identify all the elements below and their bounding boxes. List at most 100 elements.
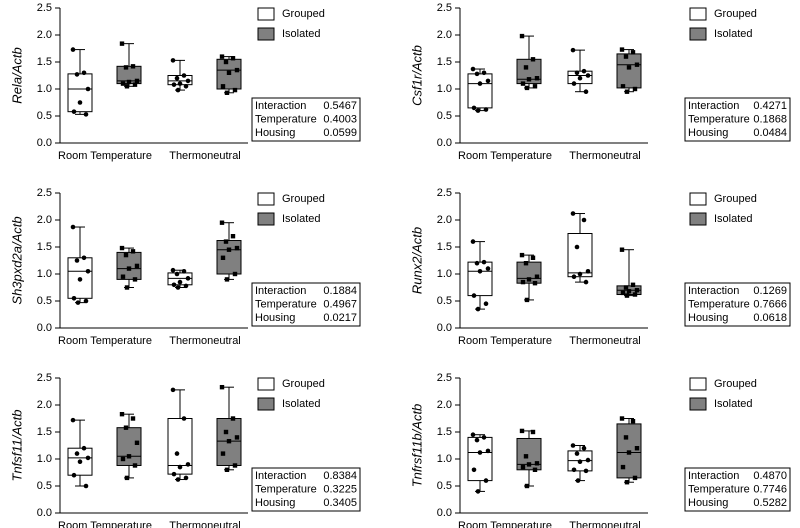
- point: [570, 211, 576, 216]
- stats-label: Interaction: [255, 100, 306, 112]
- stats-value: 0.4003: [323, 113, 357, 125]
- stats-value: 0.3405: [323, 497, 357, 509]
- point: [574, 451, 580, 456]
- point: [519, 252, 525, 258]
- point: [570, 47, 576, 53]
- y-tick-label: 1.5: [437, 241, 452, 253]
- point: [474, 437, 480, 443]
- point: [626, 65, 632, 70]
- legend-label: Grouped: [282, 8, 325, 20]
- y-tick-label: 0.0: [37, 322, 52, 334]
- point: [70, 47, 76, 52]
- point: [524, 297, 530, 303]
- point: [471, 105, 477, 111]
- point: [632, 475, 638, 481]
- point: [132, 82, 138, 87]
- point: [181, 416, 187, 421]
- point: [481, 70, 487, 76]
- point: [83, 483, 89, 489]
- point: [75, 300, 81, 305]
- y-tick-label: 1.0: [37, 83, 52, 95]
- point: [81, 445, 87, 451]
- legend-label: Isolated: [714, 213, 753, 225]
- point: [134, 440, 140, 445]
- stats-label: Interaction: [688, 470, 739, 482]
- box: [216, 240, 242, 275]
- point: [475, 306, 481, 312]
- point: [630, 419, 636, 424]
- stats-label: Interaction: [255, 470, 306, 482]
- point: [634, 288, 640, 293]
- point: [220, 451, 226, 456]
- legend-swatch: [257, 212, 275, 226]
- point: [126, 266, 132, 271]
- y-tick-label: 0.5: [437, 480, 452, 492]
- point: [124, 84, 130, 89]
- point: [470, 66, 476, 72]
- point: [634, 446, 640, 451]
- point: [230, 416, 236, 421]
- panel: 0.0 0.5 1.0 1.5 2.0 2.5 Tnfsf11/Actb Room Tempe…: [9, 372, 361, 528]
- point: [220, 84, 226, 89]
- stats-value: 0.0599: [323, 127, 357, 139]
- point: [530, 429, 536, 435]
- point: [85, 86, 91, 92]
- point: [619, 416, 625, 421]
- point: [626, 450, 632, 455]
- point: [470, 432, 476, 438]
- y-tick-label: 2.0: [37, 214, 52, 226]
- point: [175, 87, 181, 93]
- point: [632, 86, 638, 92]
- point: [623, 285, 629, 290]
- point: [70, 224, 76, 230]
- x-tick-label: Thermoneutral: [169, 335, 241, 347]
- box: [616, 53, 642, 89]
- y-tick-label: 0.5: [437, 295, 452, 307]
- point: [177, 464, 183, 470]
- legend-swatch: [689, 7, 707, 21]
- point: [171, 282, 177, 288]
- point: [583, 279, 589, 285]
- y-axis-label: Tnfsf11/Actb: [9, 409, 24, 481]
- legend-label: Grouped: [282, 193, 325, 205]
- stats-label: Temperature: [255, 298, 317, 310]
- point: [477, 269, 483, 274]
- point: [170, 58, 176, 63]
- legend-label: Grouped: [714, 193, 757, 205]
- point: [523, 65, 529, 70]
- point: [570, 443, 576, 448]
- point: [130, 64, 136, 69]
- stats-box: [684, 282, 791, 327]
- point: [223, 239, 229, 244]
- y-tick-label: 1.5: [437, 56, 452, 68]
- point: [223, 429, 229, 435]
- legend-label: Grouped: [282, 378, 325, 390]
- point: [70, 417, 76, 423]
- point: [520, 81, 526, 86]
- stats-value: 0.1868: [753, 113, 787, 125]
- point: [571, 81, 577, 86]
- point: [619, 47, 625, 52]
- x-tick-label: Room Temperature: [58, 520, 152, 528]
- y-tick-label: 2.5: [437, 2, 452, 14]
- point: [130, 249, 136, 254]
- y-tick-label: 2.5: [37, 2, 52, 14]
- point: [475, 108, 481, 113]
- box: [467, 436, 493, 482]
- point: [232, 463, 238, 468]
- point: [123, 65, 129, 70]
- stats-label: Housing: [255, 127, 295, 139]
- point: [181, 73, 187, 78]
- point: [219, 54, 225, 59]
- point: [71, 296, 77, 301]
- point: [119, 41, 125, 46]
- point: [632, 292, 638, 297]
- stats-label: Interaction: [688, 285, 739, 297]
- stats-label: Temperature: [255, 483, 317, 495]
- point: [630, 50, 636, 55]
- y-tick-label: 0.5: [37, 480, 52, 492]
- box: [167, 272, 193, 286]
- y-axis-label: Runx2/Actb: [409, 227, 424, 294]
- stats-label: Housing: [688, 497, 728, 509]
- point: [634, 62, 640, 67]
